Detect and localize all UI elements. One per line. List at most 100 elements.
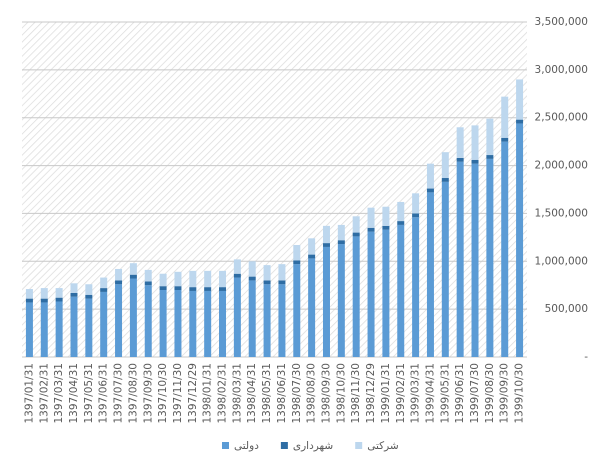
bar-segment	[382, 225, 390, 230]
bar-segment	[25, 289, 33, 299]
x-tick-label: 1397/12/29	[187, 363, 199, 424]
bar-segment	[397, 224, 405, 357]
y-tick-label: 2,500,000	[535, 112, 588, 124]
x-tick-label: 1398/06/31	[276, 363, 288, 424]
bar-segment	[322, 243, 330, 247]
bar-segment	[233, 259, 241, 274]
bar-segment	[426, 192, 434, 357]
y-tick-label: 3,500,000	[535, 16, 588, 28]
x-tick-label: 1397/05/31	[83, 363, 95, 424]
x-tick-label: 1397/01/31	[23, 363, 35, 424]
bar-segment	[516, 119, 524, 124]
y-tick-label: 1,000,000	[535, 255, 588, 267]
bar-segment	[70, 292, 78, 297]
legend-label: شرکتی	[367, 440, 399, 452]
x-tick-label: 1397/06/31	[98, 363, 110, 424]
x-tick-label: 1397/08/30	[127, 363, 139, 424]
x-tick-label: 1397/04/31	[68, 363, 80, 424]
bar-segment	[219, 287, 227, 291]
bar-segment	[456, 161, 464, 357]
bar-segment	[263, 280, 271, 285]
bar-segment	[85, 294, 93, 299]
x-tick-label: 1397/09/30	[142, 363, 154, 424]
bar-segment	[456, 157, 464, 162]
x-tick-label: 1398/01/31	[202, 363, 214, 424]
bar-segment	[397, 201, 405, 222]
bar-segment	[144, 285, 152, 357]
bar-segment	[233, 277, 241, 357]
x-tick-label: 1399/02/31	[395, 363, 407, 424]
bar-segment	[100, 277, 108, 289]
x-tick-label: 1399/05/31	[439, 363, 451, 424]
bar-segment	[174, 286, 182, 290]
bar-segment	[248, 261, 256, 277]
bar-segment	[293, 245, 301, 261]
bar-segment	[55, 297, 63, 302]
x-tick-label: 1398/09/30	[320, 363, 332, 424]
bar-segment	[25, 298, 33, 303]
bar-segment	[367, 231, 375, 357]
y-tick-label: 500,000	[545, 303, 588, 315]
bar-segment	[263, 265, 271, 281]
y-tick-label: -	[584, 351, 588, 363]
bar-segment	[486, 158, 494, 357]
legend-swatch	[222, 442, 229, 449]
bar-segment	[293, 260, 301, 265]
bar-segment	[248, 280, 256, 357]
y-tick-label: 3,000,000	[535, 64, 588, 76]
x-tick-label: 1397/02/31	[38, 363, 50, 424]
bar-segment	[382, 206, 390, 226]
x-tick-label: 1397/03/31	[53, 363, 65, 424]
x-tick-label: 1398/07/30	[291, 363, 303, 424]
bar-segment	[263, 284, 271, 357]
bar-segment	[352, 232, 360, 237]
bar-segment	[501, 141, 509, 357]
bar-segment	[248, 276, 256, 281]
bar-segment	[159, 273, 167, 287]
bar-segment	[486, 155, 494, 159]
bar-segment	[144, 269, 152, 282]
bar-segment	[501, 137, 509, 142]
bar-segment	[337, 224, 345, 241]
bar-segment	[486, 118, 494, 156]
bar-segment	[382, 229, 390, 357]
bar-segment	[144, 281, 152, 286]
bar-segment	[174, 290, 182, 357]
bar-segment	[322, 246, 330, 357]
bar-segment	[471, 163, 479, 357]
x-tick-label: 1397/07/30	[113, 363, 125, 424]
bar-segment	[189, 287, 197, 291]
bar-segment	[233, 273, 241, 278]
bar-segment	[55, 301, 63, 357]
bar-segment	[322, 225, 330, 244]
legend-swatch	[280, 442, 288, 449]
x-tick-label: 1399/10/30	[514, 363, 526, 424]
plot-background	[22, 22, 527, 357]
bar-segment	[159, 290, 167, 357]
bar-segment	[278, 284, 286, 357]
bar-segment	[204, 270, 212, 288]
bar-segment	[441, 152, 449, 179]
bar-segment	[129, 278, 137, 357]
bar-segment	[412, 217, 420, 357]
bar-segment	[352, 236, 360, 357]
x-tick-label: 1397/11/30	[172, 363, 184, 424]
bar-segment	[308, 254, 316, 259]
bar-segment	[516, 123, 524, 357]
bar-segment	[219, 270, 227, 288]
x-tick-label: 1398/02/31	[217, 363, 229, 424]
x-tick-label: 1399/08/30	[484, 363, 496, 424]
bar-segment	[441, 181, 449, 357]
bar-segment	[100, 288, 108, 292]
x-tick-label: 1398/11/30	[350, 363, 362, 424]
x-tick-label: 1398/04/31	[246, 363, 258, 424]
bar-segment	[456, 127, 464, 158]
bar-segment	[40, 298, 48, 303]
bar-segment	[85, 284, 93, 295]
bar-segment	[40, 302, 48, 357]
bar-segment	[471, 125, 479, 160]
bar-segment	[129, 263, 137, 275]
bar-segment	[278, 280, 286, 285]
x-tick-label: 1399/07/30	[469, 363, 481, 424]
